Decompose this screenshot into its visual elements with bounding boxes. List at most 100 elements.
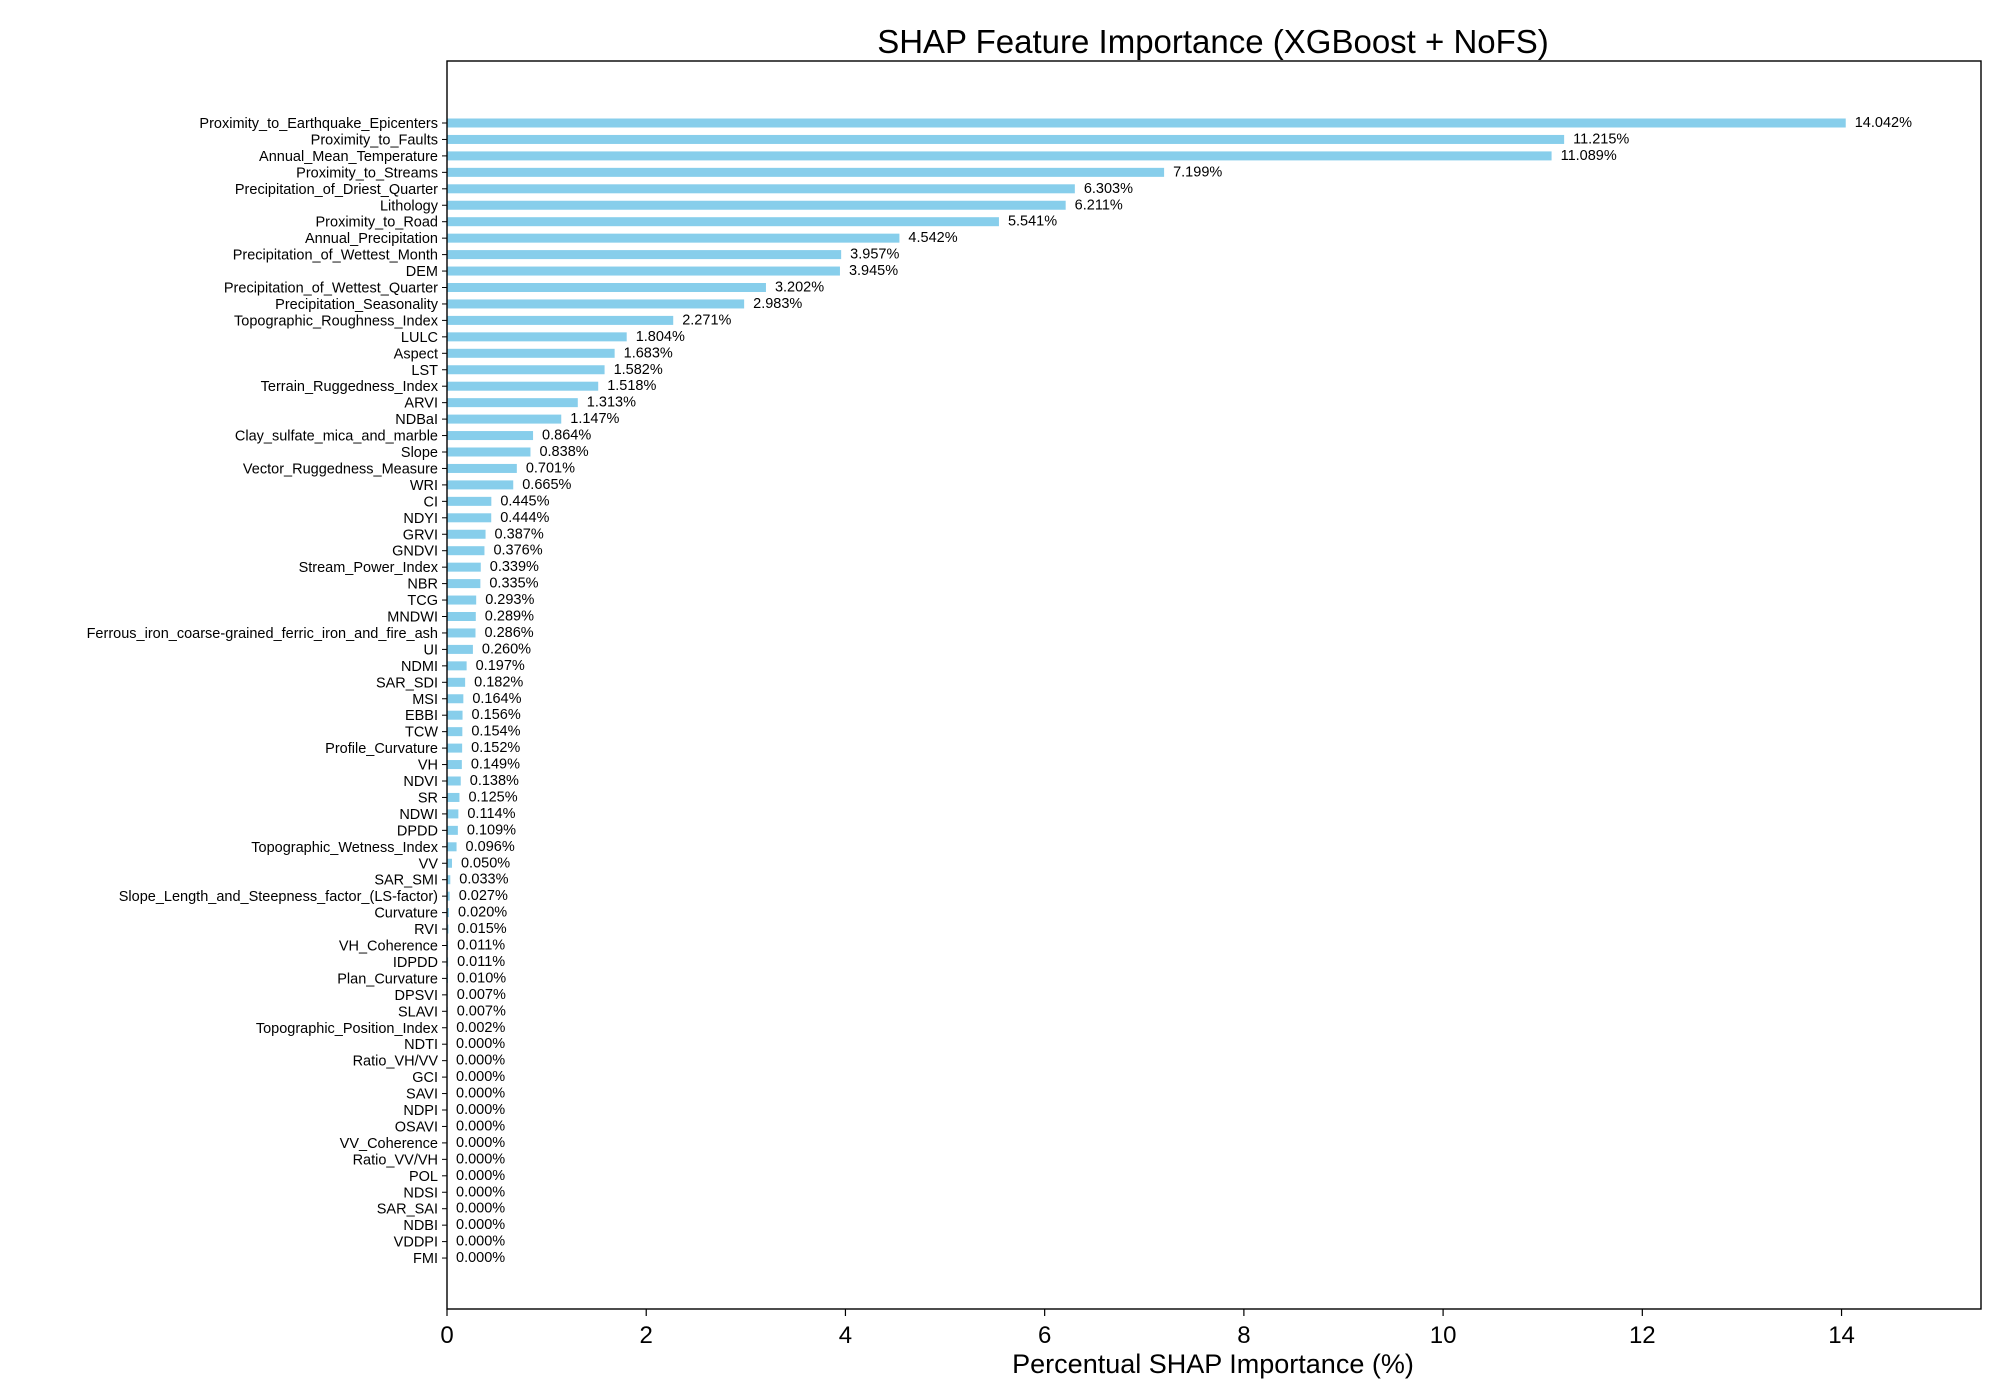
data-label: 0.000%	[456, 1201, 505, 1217]
data-label: 11.215%	[1573, 131, 1629, 147]
data-label: 0.000%	[456, 1135, 505, 1151]
data-label: 0.445%	[500, 493, 549, 509]
y-tick-label: Topographic_Roughness_Index	[234, 313, 439, 329]
bar	[447, 579, 481, 589]
y-tick-label: VV	[419, 856, 439, 872]
y-tick-label: NDSI	[403, 1185, 438, 1201]
bar	[447, 743, 463, 753]
data-label: 0.007%	[457, 1003, 506, 1019]
y-tick-label: Lithology	[380, 198, 439, 214]
y-tick-label: Slope_Length_and_Steepness_factor_(LS-fa…	[119, 889, 438, 905]
data-label: 0.152%	[471, 740, 520, 756]
y-tick-label: GRVI	[403, 527, 438, 543]
y-tick-label: Slope	[401, 445, 438, 461]
y-tick-label: Profile_Curvature	[325, 741, 438, 757]
data-label: 0.011%	[457, 954, 505, 970]
data-label: 0.000%	[456, 1151, 505, 1167]
y-tick-label: Stream_Power_Index	[299, 560, 439, 576]
y-tick-label: NDPI	[403, 1103, 438, 1119]
bar	[447, 628, 476, 638]
data-label: 14.042%	[1855, 115, 1912, 131]
x-tick-label: 2	[640, 1322, 653, 1349]
y-tick-label: NBR	[407, 577, 438, 593]
bar	[447, 661, 467, 671]
bar	[447, 710, 463, 720]
data-label: 0.000%	[456, 1217, 505, 1233]
data-label: 0.002%	[456, 1020, 505, 1036]
bar	[447, 315, 674, 325]
x-tick-label: 14	[1828, 1322, 1855, 1349]
bar	[447, 644, 473, 654]
data-label: 0.000%	[456, 1036, 505, 1052]
y-tick-label: Vector_Ruggedness_Measure	[243, 461, 438, 477]
y-tick-label: Clay_sulfate_mica_and_marble	[235, 429, 438, 445]
data-label: 0.197%	[476, 658, 525, 674]
data-label: 0.387%	[495, 526, 544, 542]
y-tick-label: NDMI	[401, 659, 438, 675]
y-tick-label: Aspect	[394, 346, 438, 362]
data-label: 0.000%	[456, 1118, 505, 1134]
bar	[447, 825, 458, 835]
x-tick-label: 4	[839, 1322, 852, 1349]
data-label: 1.683%	[624, 345, 673, 361]
data-label: 3.957%	[850, 247, 899, 263]
data-label: 0.000%	[456, 1102, 505, 1118]
y-tick-label: VH	[418, 758, 438, 774]
y-tick-label: MNDWI	[387, 610, 438, 626]
bar	[447, 332, 627, 342]
bar	[447, 776, 461, 786]
data-label: 1.582%	[614, 362, 663, 378]
bar	[447, 200, 1066, 210]
data-label: 0.149%	[471, 757, 520, 773]
y-tick-label: NDVI	[403, 774, 438, 790]
plot-frame	[446, 60, 1982, 1310]
data-label: 0.000%	[456, 1234, 505, 1250]
y-tick-label: NDBaI	[395, 412, 438, 428]
data-label: 0.164%	[472, 691, 521, 707]
bar	[447, 908, 449, 918]
data-label: 0.293%	[485, 592, 534, 608]
bar	[447, 595, 477, 605]
y-tick-label: NDYI	[403, 511, 438, 527]
data-label: 4.542%	[908, 230, 957, 246]
y-tick-labels: Proximity_to_Earthquake_EpicentersProxim…	[87, 116, 447, 1267]
y-tick-label: Annual_Precipitation	[305, 231, 438, 247]
y-tick-label: ARVI	[404, 396, 438, 412]
y-tick-label: SAR_SAI	[377, 1202, 438, 1218]
y-tick-label: Proximity_to_Road	[316, 215, 439, 231]
bar	[447, 381, 599, 391]
x-tick-label: 6	[1038, 1322, 1051, 1349]
y-tick-label: Precipitation_of_Driest_Quarter	[235, 182, 438, 198]
data-label: 0.000%	[456, 1168, 505, 1184]
data-label: 1.518%	[607, 378, 656, 394]
y-tick-label: LULC	[401, 330, 438, 346]
data-label: 0.335%	[489, 576, 538, 592]
bar	[447, 809, 459, 819]
data-label: 0.007%	[457, 987, 506, 1003]
y-tick-label: FMI	[413, 1251, 438, 1267]
y-tick-label: WRI	[410, 478, 438, 494]
bar	[447, 760, 462, 770]
y-tick-label: POL	[409, 1169, 438, 1185]
data-label: 0.138%	[470, 773, 519, 789]
y-tick-label: SAR_SMI	[374, 873, 438, 889]
y-tick-label: Proximity_to_Faults	[311, 132, 438, 148]
bar	[447, 875, 451, 885]
bar	[447, 118, 1846, 128]
y-tick-label: NDWI	[399, 807, 438, 823]
y-tick-label: NDBI	[403, 1218, 438, 1234]
y-tick-label: VV_Coherence	[340, 1136, 438, 1152]
data-label: 3.945%	[849, 263, 898, 279]
bar	[447, 612, 476, 621]
data-label: 0.260%	[482, 641, 531, 657]
y-tick-label: Topographic_Position_Index	[256, 1021, 439, 1037]
data-label: 3.202%	[775, 280, 824, 296]
bar	[447, 250, 842, 260]
data-label: 0.864%	[542, 428, 591, 444]
y-tick-label: VDDPI	[394, 1235, 438, 1251]
y-tick-label: CI	[424, 494, 439, 510]
data-label: 2.983%	[753, 296, 802, 312]
y-tick-label: UI	[424, 642, 439, 658]
data-label: 0.020%	[458, 905, 507, 921]
